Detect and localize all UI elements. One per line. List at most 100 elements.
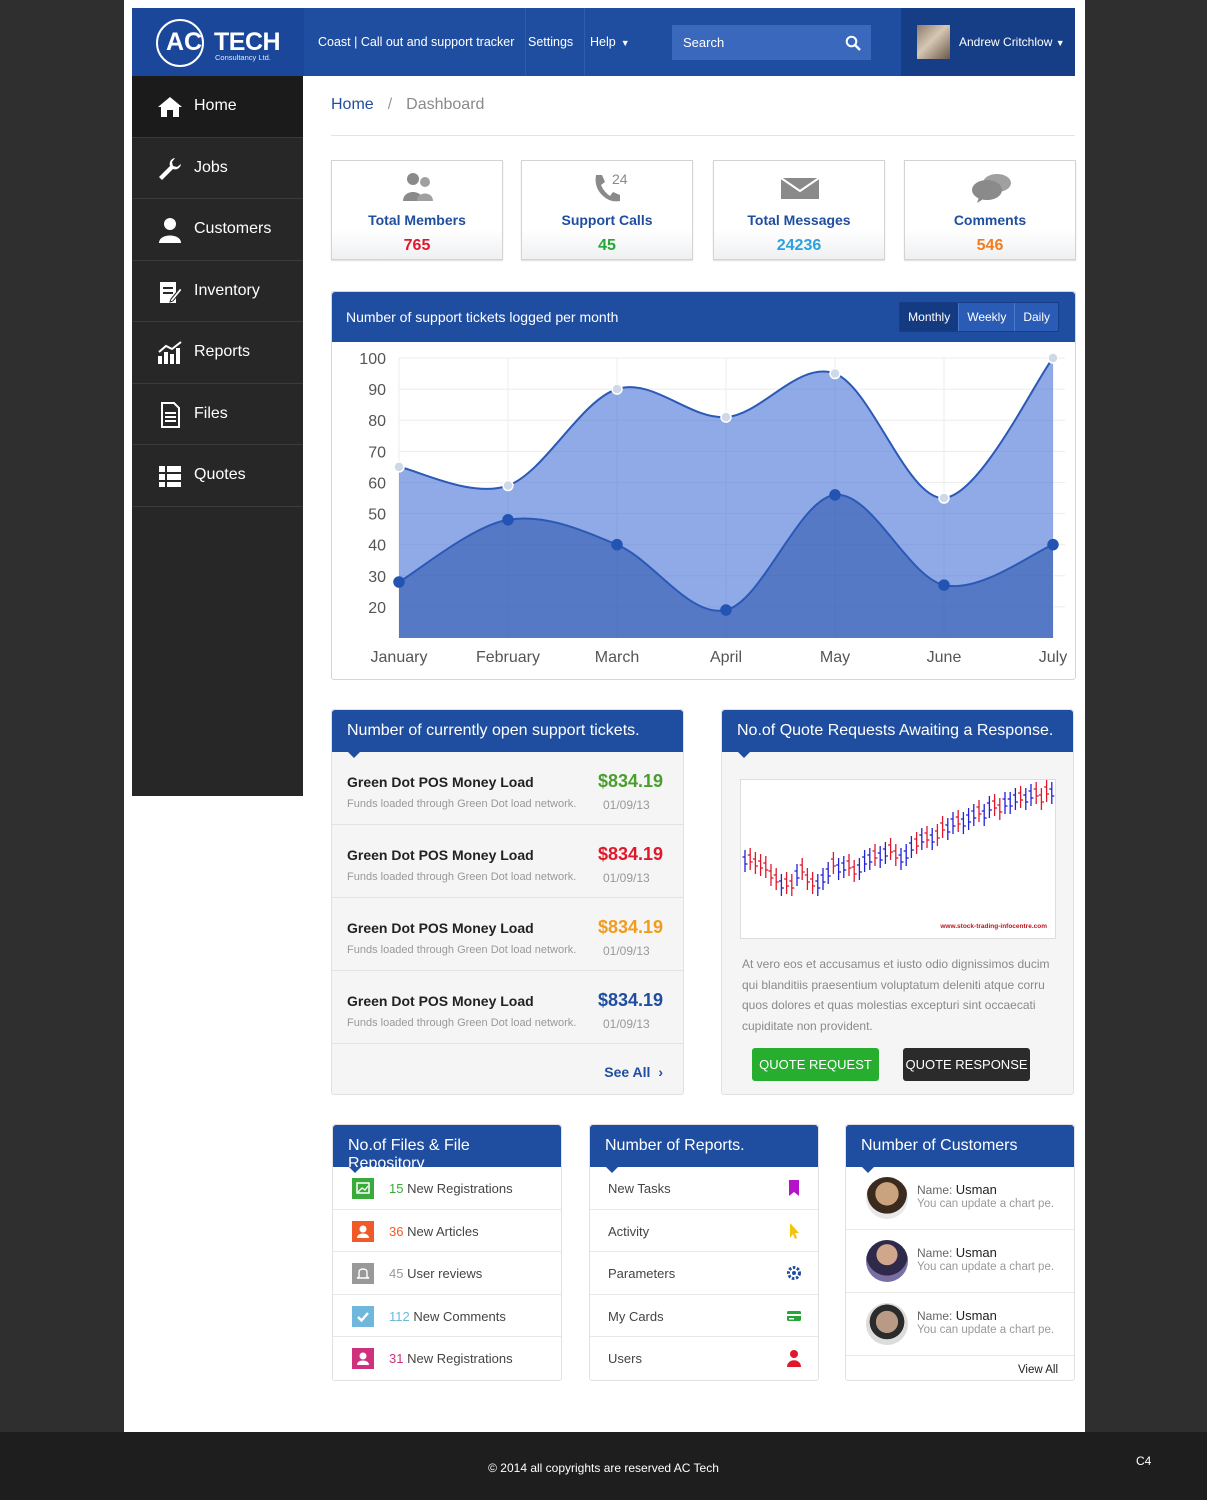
image-icon <box>352 1178 374 1199</box>
stat-card-messages[interactable]: Total Messages 24236 <box>713 160 885 260</box>
stat-card-comments[interactable]: Comments 546 <box>904 160 1076 260</box>
view-all-link[interactable]: View All <box>1017 1364 1058 1376</box>
ticket-description: Funds loaded through Green Dot load netw… <box>347 798 577 810</box>
quote-request-button[interactable]: QUOTE REQUEST <box>752 1048 879 1081</box>
nav-settings[interactable]: Settings <box>517 8 586 76</box>
stat-label: Comments <box>953 212 1027 228</box>
ticket-description: Funds loaded through Green Dot load netw… <box>347 944 577 956</box>
divider <box>331 135 1075 136</box>
footer-code: C4 <box>1136 1454 1152 1468</box>
sidebar-item-jobs[interactable]: Jobs <box>132 138 303 199</box>
stat-value: 765 <box>403 237 431 254</box>
quote-response-button[interactable]: QUOTE RESPONSE <box>903 1048 1030 1081</box>
user-menu[interactable]: Andrew Critchlow ▼ <box>901 8 1075 76</box>
tab-monthly[interactable]: Monthly <box>900 303 959 331</box>
breadcrumb-current: Dashboard <box>406 96 485 113</box>
sidebar-item-inventory[interactable]: Inventory <box>132 261 303 322</box>
chevron-down-icon: ▼ <box>620 38 630 48</box>
nav-help[interactable]: Help ▼ <box>579 8 641 76</box>
file-row-text: 45 User reviews <box>389 1266 482 1281</box>
tab-daily[interactable]: Daily <box>1014 303 1058 331</box>
y-tick-label: 70 <box>368 444 386 461</box>
breadcrumb-home[interactable]: Home <box>331 96 374 113</box>
sidebar-item-label: Quotes <box>194 466 246 483</box>
file-row[interactable]: 15 New Registrations <box>333 1167 561 1210</box>
sidebar-item-customers[interactable]: Customers <box>132 199 303 261</box>
ticket-row[interactable]: Green Dot POS Money Load Funds loaded thr… <box>332 752 683 825</box>
report-row[interactable]: My Cards <box>590 1295 818 1337</box>
files-header: No.of Files & File Repository <box>333 1125 561 1173</box>
ticket-list: Green Dot POS Money Load Funds loaded thr… <box>332 752 683 1044</box>
users-icon <box>403 173 433 201</box>
cursor-icon <box>790 1222 799 1239</box>
sidebar-item-label: Inventory <box>194 281 260 299</box>
open-tickets-panel: Number of currently open support tickets… <box>331 709 684 1095</box>
file-row[interactable]: 36 New Articles <box>333 1210 561 1252</box>
ticket-date: 01/09/13 <box>603 944 650 958</box>
ticket-amount: $834.19 <box>598 990 664 1010</box>
report-row[interactable]: New Tasks <box>590 1167 818 1210</box>
stat-value: 24236 <box>776 237 822 254</box>
file-row[interactable]: 112 New Comments <box>333 1295 561 1337</box>
file-count: 31 <box>389 1351 404 1366</box>
search-placeholder: Search <box>683 35 725 50</box>
breadcrumb: Home / Dashboard <box>331 96 484 114</box>
y-tick-label: 90 <box>368 382 386 399</box>
sidebar-item-quotes[interactable]: Quotes <box>132 445 303 507</box>
customer-row[interactable]: Name: Usman You can update a chart pe. <box>846 1167 1074 1230</box>
report-label: New Tasks <box>608 1181 671 1196</box>
customers-title: Number of Customers <box>861 1137 1018 1154</box>
data-point <box>393 576 405 588</box>
report-row[interactable]: Users <box>590 1337 818 1380</box>
y-tick-label: 20 <box>368 600 386 617</box>
stat-label: Total Messages <box>747 212 851 228</box>
user-icon <box>352 1348 374 1369</box>
report-row[interactable]: Parameters <box>590 1252 818 1295</box>
customer-description: You can update a chart pe. <box>917 1198 1055 1210</box>
x-tick-label: May <box>820 649 850 666</box>
logo[interactable]: AC TECH Consultancy Ltd. <box>132 8 304 76</box>
file-row-text: 36 New Articles <box>389 1224 479 1239</box>
user-icon <box>159 218 181 243</box>
x-tick-label: April <box>710 649 742 666</box>
sidebar-item-files[interactable]: Files <box>132 384 303 445</box>
stat-card-calls[interactable]: 24 Support Calls 45 <box>521 160 693 260</box>
files-list: 15 New Registrations 36 New Articles 45 Us… <box>333 1167 561 1380</box>
ticket-row[interactable]: Green Dot POS Money Load Funds loaded thr… <box>332 825 683 898</box>
ticket-amount: $834.19 <box>598 844 664 864</box>
copyright-text: © 2014 all copyrights are reserved AC Te… <box>488 1461 719 1475</box>
tab-weekly[interactable]: Weekly <box>958 303 1014 331</box>
stat-card-members[interactable]: Total Members 765 <box>331 160 503 260</box>
avatar <box>866 1177 908 1219</box>
file-row[interactable]: 31 New Registrations <box>333 1337 561 1380</box>
logo-tech: TECH <box>214 28 281 56</box>
data-point <box>720 411 732 423</box>
file-row[interactable]: 45 User reviews <box>333 1252 561 1295</box>
search-input[interactable]: Search <box>672 25 871 60</box>
customer-row[interactable]: Name: Usman You can update a chart pe. <box>846 1230 1074 1293</box>
logo-subtitle: Consultancy Ltd. <box>215 53 271 62</box>
search-icon[interactable] <box>845 35 861 51</box>
ticket-row[interactable]: Green Dot POS Money Load Funds loaded thr… <box>332 898 683 971</box>
stat-label: Total Members <box>368 212 466 228</box>
x-tick-label: March <box>595 649 639 666</box>
nav-tracker[interactable]: Coast | Call out and support tracker <box>307 8 527 76</box>
comments-icon <box>972 174 1011 203</box>
avatar <box>917 25 950 59</box>
data-point <box>611 383 623 395</box>
nav-help-label: Help <box>590 35 616 49</box>
report-row[interactable]: Activity <box>590 1210 818 1252</box>
sidebar-item-home[interactable]: Home <box>132 76 303 138</box>
customer-name-value: Usman <box>955 1245 997 1260</box>
sidebar-item-reports[interactable]: Reports <box>132 322 303 384</box>
home-icon <box>158 97 182 117</box>
y-tick-label: 80 <box>368 413 386 430</box>
files-title: No.of Files & File Repository <box>348 1137 470 1172</box>
ticket-date: 01/09/13 <box>603 1017 650 1031</box>
ticket-row[interactable]: Green Dot POS Money Load Funds loaded thr… <box>332 971 683 1044</box>
sidebar-item-label: Customers <box>194 220 272 237</box>
customer-row[interactable]: Name: Usman You can update a chart pe. <box>846 1293 1074 1356</box>
phone-badge: 24 <box>612 171 628 187</box>
see-all-link[interactable]: See All › <box>604 1064 663 1080</box>
stat-value: 45 <box>598 237 616 254</box>
